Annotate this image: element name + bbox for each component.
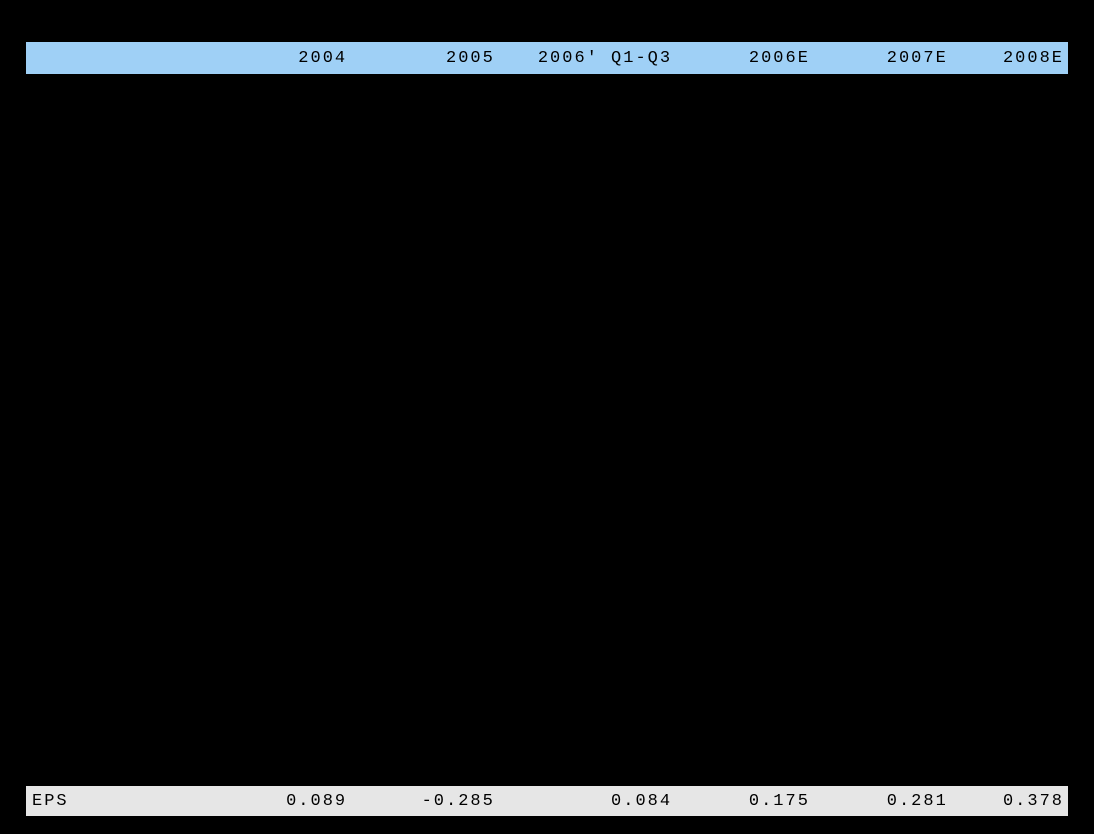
footer-cell-2006e: 0.175: [672, 792, 810, 811]
financial-table: 2004 2005 2006' Q1-Q3 2006E 2007E 2008E: [26, 40, 1068, 75]
footer-cell-2005: -0.285: [347, 792, 495, 811]
header-cell-2008e: 2008E: [948, 49, 1068, 68]
footer-cell-2008e: 0.378: [948, 792, 1068, 811]
header-cell-2007e: 2007E: [810, 49, 948, 68]
footer-cell-2007e: 0.281: [810, 792, 948, 811]
table-footer-row: EPS 0.089 -0.285 0.084 0.175 0.281 0.378: [26, 786, 1068, 818]
footer-cell-2006q: 0.084: [495, 792, 672, 811]
header-cell-2005: 2005: [347, 49, 495, 68]
header-cell-2006q: 2006' Q1-Q3: [495, 49, 672, 68]
header-cell-2006e: 2006E: [672, 49, 810, 68]
table-header-row: 2004 2005 2006' Q1-Q3 2006E 2007E 2008E: [26, 40, 1068, 75]
footer-cell-2004: 0.089: [160, 792, 347, 811]
page-root: 2004 2005 2006' Q1-Q3 2006E 2007E 2008E …: [0, 0, 1094, 834]
footer-cell-label: EPS: [26, 792, 160, 811]
header-cell-2004: 2004: [160, 49, 347, 68]
